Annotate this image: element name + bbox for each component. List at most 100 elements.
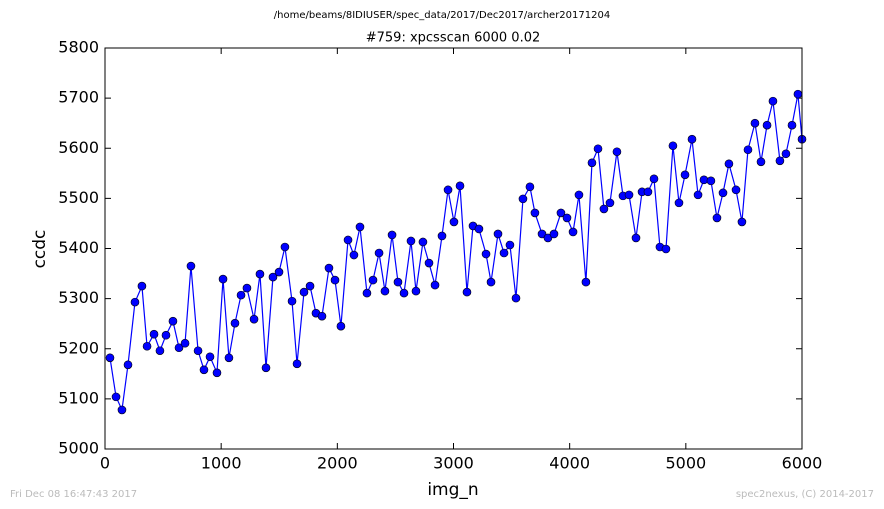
data-point	[418, 237, 428, 247]
data-point	[462, 287, 472, 297]
data-point	[249, 314, 259, 324]
data-point	[768, 96, 778, 106]
x-tick-label: 5000	[665, 454, 706, 473]
data-point	[193, 346, 203, 356]
plot-frame	[104, 47, 803, 450]
x-tick-label: 6000	[782, 454, 823, 473]
data-point	[317, 311, 327, 321]
data-point	[712, 213, 722, 223]
data-point	[411, 286, 421, 296]
data-point	[518, 194, 528, 204]
data-point	[756, 157, 766, 167]
data-point	[568, 227, 578, 237]
data-point	[493, 229, 503, 239]
data-point	[661, 244, 671, 254]
data-point	[486, 277, 496, 287]
x-tick-label: 3000	[433, 454, 474, 473]
data-point	[693, 190, 703, 200]
data-point	[781, 149, 791, 159]
data-point	[130, 297, 140, 307]
y-tick-label: 5800	[58, 38, 99, 57]
data-point	[499, 248, 509, 258]
data-point	[242, 283, 252, 293]
data-point	[387, 230, 397, 240]
data-line	[109, 94, 803, 413]
data-point	[731, 185, 741, 195]
y-axis-label: ccdc	[30, 230, 50, 269]
data-point	[406, 236, 416, 246]
data-point	[474, 224, 484, 234]
x-tick-label: 4000	[549, 454, 590, 473]
data-point	[537, 229, 547, 239]
chart-title: #759: xpcsscan 6000 0.02	[366, 31, 541, 46]
data-point	[505, 240, 515, 250]
y-tick-label: 5000	[58, 439, 99, 458]
data-point	[643, 187, 653, 197]
data-point	[587, 158, 597, 168]
data-point	[511, 293, 521, 303]
data-point	[212, 368, 222, 378]
data-point	[399, 288, 409, 298]
data-point	[299, 287, 309, 297]
footer-right: spec2nexus, (C) 2014-2017	[736, 489, 874, 500]
data-point	[336, 321, 346, 331]
data-point	[649, 174, 659, 184]
y-tick-label: 5400	[58, 238, 99, 257]
data-point	[180, 338, 190, 348]
data-point	[443, 185, 453, 195]
data-point	[787, 120, 797, 130]
data-point	[155, 346, 165, 356]
data-point	[186, 261, 196, 271]
data-point	[481, 249, 491, 259]
data-point	[374, 248, 384, 258]
data-point	[174, 343, 184, 353]
data-point	[205, 352, 215, 362]
data-point	[680, 170, 690, 180]
data-point	[123, 360, 133, 370]
data-point	[117, 405, 127, 415]
data-point	[668, 141, 678, 151]
data-point	[750, 118, 760, 128]
data-point	[743, 145, 753, 155]
data-point	[581, 277, 591, 287]
data-point	[631, 233, 641, 243]
x-tick-label: 1000	[201, 454, 242, 473]
y-tick-label: 5200	[58, 338, 99, 357]
data-point	[530, 208, 540, 218]
y-tick-label: 5300	[58, 288, 99, 307]
data-point	[430, 280, 440, 290]
data-point	[424, 258, 434, 268]
data-point	[455, 181, 465, 191]
data-point	[149, 329, 159, 339]
data-point	[324, 263, 334, 273]
data-point	[199, 365, 209, 375]
data-point	[605, 198, 615, 208]
data-point	[330, 275, 340, 285]
data-point	[706, 176, 716, 186]
data-point	[305, 281, 315, 291]
data-point	[612, 147, 622, 157]
x-tick-label: 0	[100, 454, 110, 473]
data-point	[549, 229, 559, 239]
data-point	[562, 213, 572, 223]
data-point	[718, 188, 728, 198]
data-point	[261, 363, 271, 373]
data-point	[161, 330, 171, 340]
x-tick-label: 2000	[317, 454, 358, 473]
y-tick-label: 5600	[58, 138, 99, 157]
data-point	[349, 250, 359, 260]
data-point	[292, 359, 302, 369]
data-point	[793, 89, 803, 99]
data-point	[574, 190, 584, 200]
data-point	[449, 217, 459, 227]
data-point	[362, 288, 372, 298]
y-tick-label: 5100	[58, 388, 99, 407]
data-point	[775, 156, 785, 166]
data-point	[218, 274, 228, 284]
data-point	[280, 242, 290, 252]
data-point	[724, 159, 734, 169]
data-point	[355, 222, 365, 232]
data-point	[593, 144, 603, 154]
data-point	[393, 277, 403, 287]
